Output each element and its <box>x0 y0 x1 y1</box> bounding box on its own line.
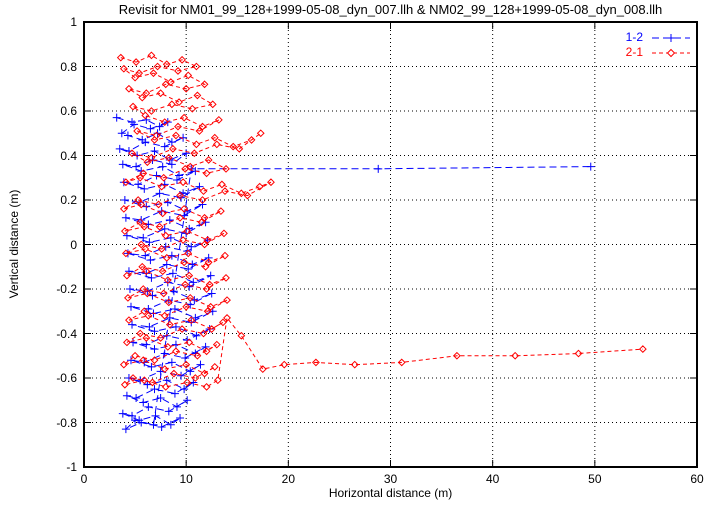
y-tick-label: -0.4 <box>56 326 77 341</box>
x-tick-label: 30 <box>383 472 398 486</box>
y-tick-label: 0.4 <box>60 148 77 163</box>
x-tick-label: 50 <box>588 472 602 486</box>
x-tick-label: 60 <box>690 472 704 486</box>
legend-label-1-2: 1-2 <box>625 30 643 44</box>
y-axis-label: Vertical distance (m) <box>7 189 21 299</box>
legend-entry-2-1: 2-1 <box>626 46 691 59</box>
plus-marker-line-icon <box>652 33 690 42</box>
plot-border <box>83 21 698 468</box>
y-tick-label: -0.6 <box>56 371 77 385</box>
y-tick-label: 0.2 <box>60 193 77 207</box>
plus-markers-1-2 <box>112 113 595 434</box>
legend-label-2-1: 2-1 <box>625 45 643 59</box>
x-tick-label: 20 <box>281 472 295 486</box>
x-tick-label: 40 <box>485 472 500 486</box>
diamond-marker-line-icon <box>652 48 690 57</box>
series-line-2-1 <box>120 54 643 388</box>
y-tick-label: -1 <box>66 460 77 474</box>
chart-title: Revisit for NM01_99_128+1999-05-08_dyn_0… <box>118 2 663 17</box>
y-tick-label: -0.2 <box>56 282 77 296</box>
y-tick-label: 0.6 <box>60 104 77 118</box>
legend-entry-1-2: 1-2 <box>626 31 691 44</box>
y-tick-label: 0.8 <box>60 59 77 74</box>
diamond-markers-2-1 <box>116 51 647 391</box>
x-axis-label: Horizontal distance (m) <box>328 486 453 500</box>
legend: 1-2 2-1 <box>626 31 691 59</box>
y-tick-label: 1 <box>70 15 77 29</box>
x-tick-label: 10 <box>179 472 193 486</box>
x-tick-label: 0 <box>80 472 88 486</box>
y-tick-label: -0.8 <box>56 415 77 430</box>
y-tick-label: 0 <box>70 237 77 252</box>
